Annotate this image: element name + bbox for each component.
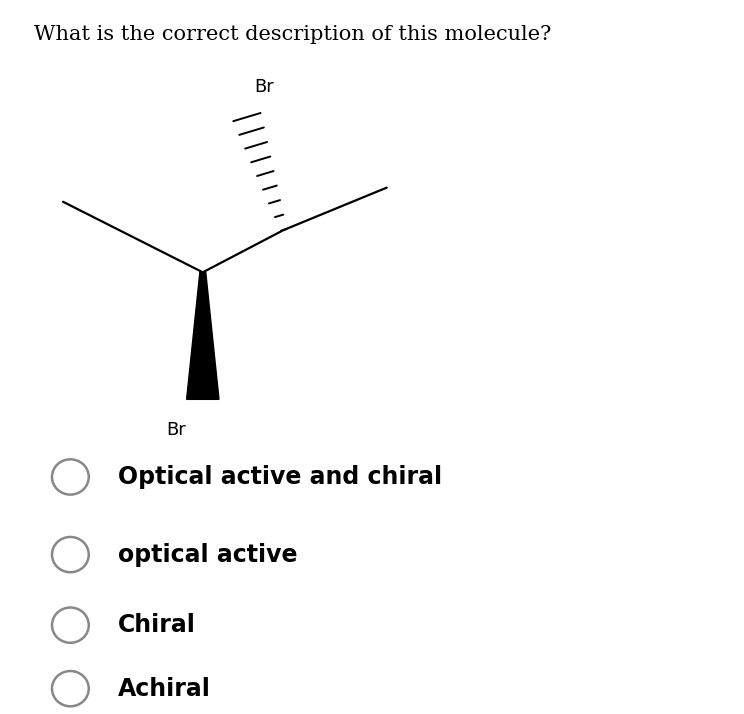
Text: Br: Br [166, 421, 186, 438]
Polygon shape [187, 272, 219, 399]
Text: Chiral: Chiral [118, 613, 196, 637]
Text: Achiral: Achiral [118, 677, 211, 700]
Text: Optical active and chiral: Optical active and chiral [118, 465, 443, 489]
Text: optical active: optical active [118, 543, 298, 567]
Text: Br: Br [254, 78, 274, 96]
Text: What is the correct description of this molecule?: What is the correct description of this … [33, 25, 551, 44]
